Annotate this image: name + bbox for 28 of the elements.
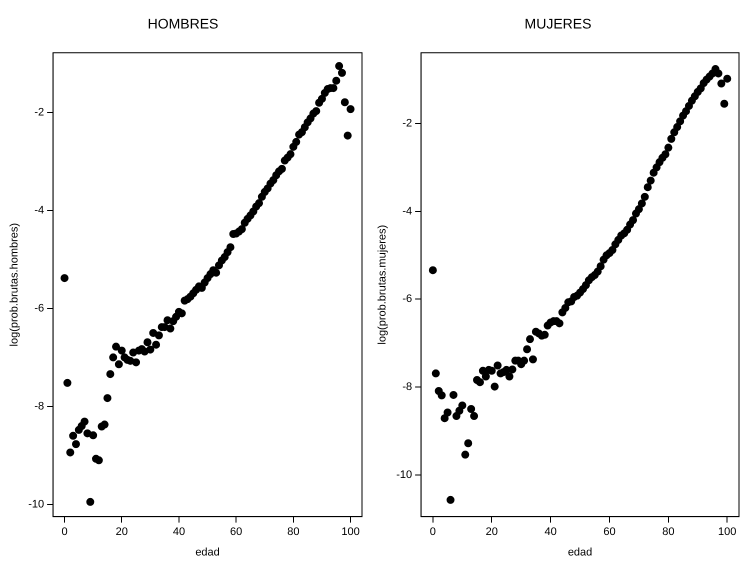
y-tick-label: -2 [402, 118, 412, 130]
x-tick-label: 60 [230, 526, 242, 538]
x-tick-label: 100 [341, 526, 360, 538]
x-tick-label: 0 [430, 526, 436, 538]
x-tick-label: 100 [718, 526, 736, 538]
x-axis-title: edad [195, 546, 220, 558]
x-tick-label: 0 [61, 526, 68, 538]
x-tick-label: 20 [116, 526, 128, 538]
x-tick-label: 80 [287, 526, 300, 538]
y-tick-label: -6 [402, 293, 412, 306]
x-tick-label: 20 [486, 526, 498, 538]
x-axis-title: edad [568, 546, 592, 558]
y-axis-title: log(prob.brutas.hombres) [8, 222, 21, 346]
y-axis-title: log(prob.brutas.mujeres) [376, 224, 389, 345]
y-tick-label: -10 [396, 468, 412, 481]
x-tick-label: 40 [172, 526, 186, 538]
x-tick-label: 40 [544, 526, 557, 538]
x-tick-label: 60 [603, 526, 616, 538]
y-tick-label: -2 [34, 106, 44, 119]
y-tick-label: -6 [34, 302, 44, 314]
y-tick-label: -10 [28, 498, 44, 510]
chart-title: HOMBRES [148, 15, 218, 32]
y-tick-label: -8 [402, 381, 412, 394]
y-tick-label: -4 [34, 204, 44, 217]
x-tick-label: 80 [662, 526, 674, 538]
y-tick-label: -8 [34, 400, 44, 412]
chart-title: MUJERES [524, 15, 592, 32]
y-tick-label: -4 [402, 205, 412, 218]
